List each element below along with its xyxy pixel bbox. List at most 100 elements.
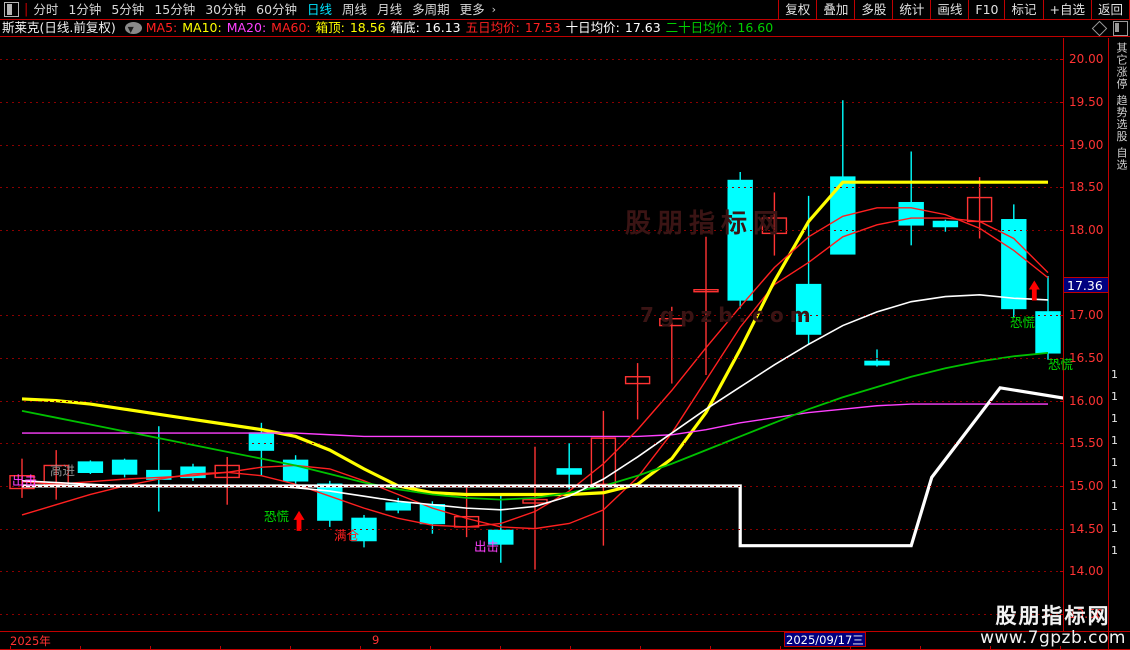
candlestick[interactable]: [111, 458, 138, 478]
toolbar-button-diejia[interactable]: 叠加: [816, 0, 854, 19]
ma20-price-value: 16.60: [737, 20, 774, 35]
watermark-line2: www.7gpzb.com: [980, 628, 1126, 648]
gridline: [0, 613, 1063, 615]
toolbar-button-fanhui[interactable]: 返回: [1090, 0, 1130, 19]
candlestick[interactable]: [522, 446, 548, 570]
period-tab-5min[interactable]: 5分钟: [111, 2, 145, 17]
toolbar-button-f10[interactable]: F10: [968, 0, 1004, 19]
ma10-legend: MA10:: [182, 20, 222, 35]
candlestick[interactable]: [317, 480, 343, 527]
date-tick-mark: [430, 646, 431, 650]
price-tick-label: 19.50: [1069, 94, 1104, 109]
period-toolbar-right: 复权 叠加 多股 统计 画线 F10 标记 +自选 返回: [778, 0, 1130, 19]
period-tab-weekly[interactable]: 周线: [342, 2, 368, 17]
date-tick-mark: [80, 646, 81, 650]
candlestick[interactable]: [385, 497, 411, 514]
date-tick-mark: [990, 646, 991, 650]
candlestick[interactable]: [180, 463, 206, 481]
candlestick[interactable]: [693, 236, 719, 376]
candlestick[interactable]: [556, 443, 582, 490]
panel-toggle-icon[interactable]: [4, 2, 19, 17]
price-tick-label: 19.00: [1069, 137, 1104, 152]
box-bottom-value: 16.13: [424, 20, 461, 35]
candlestick[interactable]: [795, 195, 822, 345]
candlestick[interactable]: [77, 460, 104, 475]
price-tick-mark: [1060, 571, 1064, 573]
toolbar-button-fuquan[interactable]: 复权: [778, 0, 816, 19]
gridline: [0, 101, 1063, 103]
panel-toggle-icon[interactable]: [1113, 20, 1128, 36]
chart-annotation-label: 高进: [50, 463, 76, 478]
price-tick-mark: [1060, 528, 1064, 530]
price-tick-label: 13.50: [1069, 606, 1104, 621]
price-tick-mark: [1060, 229, 1064, 231]
candlestick[interactable]: [1035, 276, 1061, 360]
side-panel-number: 1: [1111, 522, 1118, 535]
period-tab-30min[interactable]: 30分钟: [205, 2, 247, 17]
period-tab-more[interactable]: 更多: [459, 2, 485, 17]
price-tick-mark: [1060, 59, 1064, 61]
gridline: [0, 528, 1063, 530]
price-tick-label: 15.00: [1069, 478, 1104, 493]
period-tab-daily[interactable]: 日线: [307, 2, 333, 17]
side-panel-number: 1: [1111, 434, 1118, 447]
current-price-badge: 17.36: [1064, 276, 1109, 293]
watermark-line1: 股朋指标网: [995, 604, 1111, 628]
candlestick[interactable]: [659, 306, 685, 384]
gridline: [0, 571, 1063, 573]
price-tick-label: 18.50: [1069, 180, 1104, 195]
date-tick-mark: [850, 646, 851, 650]
toolbar-button-zixuan[interactable]: +自选: [1042, 0, 1091, 19]
candlestick[interactable]: [727, 171, 753, 309]
toolbar-button-duogu[interactable]: 多股: [854, 0, 892, 19]
toolbar-button-huaxian[interactable]: 画线: [930, 0, 968, 19]
price-tick-label: 16.00: [1069, 393, 1104, 408]
ma20-price-label: 二十日均价:: [665, 20, 733, 35]
infobar-icons: [1091, 20, 1128, 36]
candlestick[interactable]: [932, 219, 959, 232]
ma10-price-label: 十日均价:: [565, 20, 620, 35]
right-side-panel[interactable]: 其它涨停 趋势选股 自选 1 1 1 1 1 1 1 1 1: [1108, 38, 1130, 650]
xaxis-month-label: 9: [372, 633, 380, 647]
candlestick[interactable]: [214, 456, 240, 505]
date-axis[interactable]: 2025年 9 2025/09/17三: [0, 631, 1130, 650]
period-tab-fenshi[interactable]: 分时: [33, 2, 59, 17]
chevron-right-icon[interactable]: ›: [491, 3, 497, 16]
date-tick-mark: [920, 646, 921, 650]
date-tick-mark: [640, 646, 641, 650]
candlestick[interactable]: [898, 151, 924, 246]
candlestick[interactable]: [1001, 204, 1027, 318]
price-tick-label: 14.50: [1069, 521, 1104, 536]
toolbar-button-tongji[interactable]: 统计: [892, 0, 930, 19]
candlestick[interactable]: [624, 363, 651, 420]
period-tab-60min[interactable]: 60分钟: [256, 2, 298, 17]
price-tick-label: 17.00: [1069, 308, 1104, 323]
buy-arrow-icon: [293, 510, 305, 531]
toolbar-button-biaoji[interactable]: 标记: [1004, 0, 1042, 19]
period-tab-15min[interactable]: 15分钟: [154, 2, 196, 17]
support-step-line: [22, 386, 1063, 548]
toolbar-divider: |: [24, 2, 29, 17]
candlestick-plot[interactable]: 股朋指标网 7gpzb.com: [0, 38, 1063, 631]
diamond-icon[interactable]: [1091, 20, 1108, 36]
ma20-legend: MA20:: [226, 20, 267, 35]
gridline: [0, 144, 1063, 146]
chevron-down-icon[interactable]: ▼: [124, 22, 142, 34]
price-tick-mark: [1060, 315, 1064, 317]
price-tick-label: 14.00: [1069, 564, 1104, 579]
stock-title: 斯莱克(日线.前复权): [2, 20, 116, 35]
price-axis[interactable]: 20.00 19.50 19.00 18.50 18.00 17.00 16.50 16.00…: [1060, 38, 1109, 631]
box-top-label: 箱顶:: [315, 20, 345, 35]
ma10-price-value: 17.63: [624, 20, 661, 35]
gridline: [0, 443, 1063, 445]
chart-annotation-label: 恐慌: [1048, 357, 1074, 372]
price-tick-mark: [1060, 613, 1064, 615]
period-tab-1min[interactable]: 1分钟: [68, 2, 102, 17]
period-tab-monthly[interactable]: 月线: [377, 2, 403, 17]
period-tab-multi[interactable]: 多周期: [412, 2, 450, 17]
candlestick[interactable]: [282, 455, 309, 485]
chart-annotation-label: 出击: [12, 473, 38, 488]
gridline: [0, 400, 1063, 402]
price-tick-mark: [1060, 357, 1064, 359]
candlestick[interactable]: [761, 192, 788, 256]
